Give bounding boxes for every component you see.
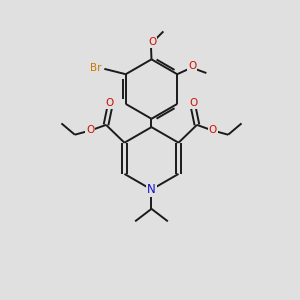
Text: O: O xyxy=(148,38,156,47)
Text: O: O xyxy=(189,98,197,109)
Text: O: O xyxy=(188,61,196,71)
Text: O: O xyxy=(106,98,114,109)
Text: O: O xyxy=(86,124,94,135)
Text: N: N xyxy=(147,183,156,196)
Text: O: O xyxy=(208,124,217,135)
Text: Br: Br xyxy=(90,63,102,73)
